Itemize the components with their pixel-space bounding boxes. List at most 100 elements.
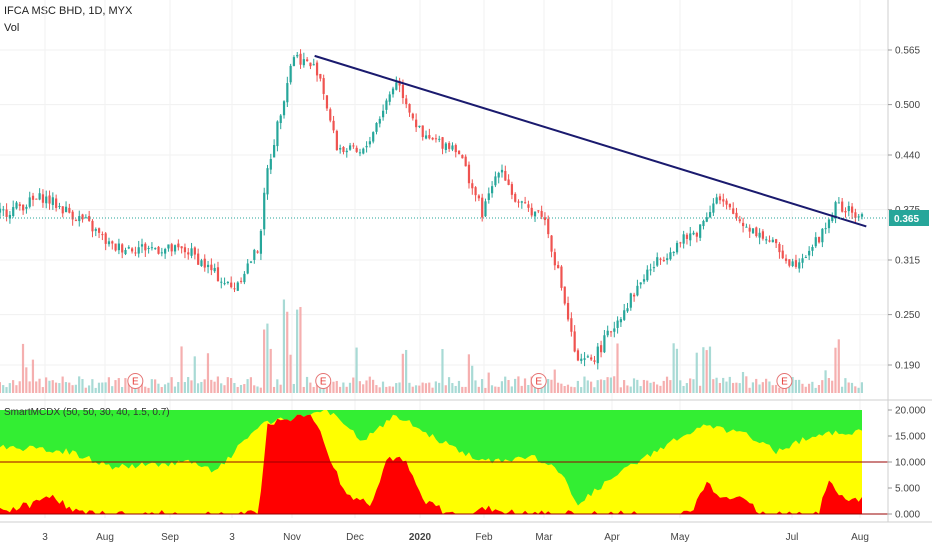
candle-body (639, 282, 642, 285)
volume-bar (814, 387, 817, 393)
candle-body (824, 228, 827, 230)
volume-bar (325, 387, 328, 393)
volume-bar (183, 382, 186, 393)
volume-bar (725, 381, 728, 393)
price-tick-label: 0.250 (895, 310, 920, 321)
volume-bar (477, 386, 480, 393)
candle-body (355, 147, 358, 152)
volume-bar (358, 381, 361, 393)
candle-body (121, 244, 124, 253)
candle-body (619, 319, 623, 323)
volume-bar (401, 353, 404, 393)
volume-bar (844, 378, 847, 393)
candle-body (771, 239, 774, 243)
earnings-marker[interactable] (530, 373, 547, 389)
volume-bar (665, 376, 669, 393)
earnings-marker[interactable] (315, 373, 332, 389)
candle-body (487, 193, 490, 200)
candle-body (259, 230, 263, 254)
candle-body (296, 54, 299, 57)
candle-body (705, 217, 708, 222)
candle-body (781, 250, 784, 259)
volume-bar (659, 385, 662, 393)
candle-body (94, 229, 97, 231)
volume-bar (728, 376, 731, 393)
candle-body (583, 358, 586, 360)
candle-body (97, 228, 101, 233)
candle-body (276, 121, 279, 147)
candle-body (662, 259, 665, 262)
volume-bar (603, 380, 606, 393)
candle-body (48, 195, 51, 204)
volume-bar (817, 385, 821, 393)
volume-bar (292, 383, 295, 393)
candle-body (58, 205, 61, 207)
candle-body (157, 246, 160, 254)
candle-body (695, 232, 698, 237)
candle-body (507, 179, 510, 185)
candle-body (55, 198, 58, 208)
volume-bar (765, 378, 768, 393)
candle-body (844, 211, 847, 213)
candle-body (477, 195, 480, 199)
volume-bar (375, 385, 378, 393)
volume-bar (345, 386, 348, 393)
time-tick-label: Jul (786, 532, 799, 543)
volume-bar (220, 383, 223, 393)
indicator-tick-label: 15.000 (895, 432, 926, 443)
candle-body (537, 210, 540, 212)
volume-bar (500, 381, 504, 393)
volume-bar (411, 386, 414, 393)
candle-body (533, 211, 537, 217)
volume-bar (137, 386, 140, 393)
earnings-marker[interactable] (127, 373, 144, 389)
volume-bar (860, 382, 863, 393)
candle-body (368, 141, 372, 145)
volume-bar (761, 382, 764, 393)
chart-title: IFCA MSC BHD, 1D, MYX (4, 5, 133, 17)
volume-bar (381, 381, 385, 393)
volume-bar (5, 387, 8, 393)
candle-body (88, 215, 91, 221)
volume-bar (827, 378, 830, 393)
candle-body (273, 145, 276, 158)
candle-body (243, 273, 246, 283)
volume-bar (12, 380, 15, 393)
candle-body (636, 285, 639, 296)
candle-body (599, 345, 603, 353)
price-tick-label: 0.440 (895, 151, 920, 162)
earnings-marker[interactable] (776, 373, 793, 389)
candle-body (81, 214, 84, 220)
candle-body (104, 233, 107, 244)
volume-bar (160, 387, 163, 393)
volume-bar (190, 380, 193, 393)
candle-body (540, 210, 543, 217)
volume-bar (362, 384, 365, 393)
candle-body (702, 220, 705, 227)
candle-body (5, 209, 8, 217)
earnings-marker-label: E (535, 377, 542, 388)
candle-body (107, 241, 111, 245)
candle-body (494, 176, 497, 186)
candle-body (137, 247, 140, 254)
time-tick-label: Apr (604, 532, 620, 543)
volume-bar (738, 383, 741, 393)
candle-body (794, 260, 798, 267)
volume-bar (626, 385, 629, 393)
volume-bar (573, 387, 576, 393)
candle-body (732, 208, 735, 214)
volume-bar (233, 382, 236, 393)
candle-body (689, 233, 692, 241)
candle-body (31, 195, 35, 200)
volume-bar (378, 387, 381, 393)
candle-body (68, 207, 71, 213)
volume-bar (791, 377, 794, 393)
candle-body (841, 201, 844, 212)
volume-bar (154, 379, 157, 393)
last-price-badge (889, 210, 929, 226)
volume-bar (731, 382, 735, 393)
volume-bar (203, 379, 206, 393)
candle-body (213, 267, 216, 272)
candle-body (144, 243, 147, 251)
candle-body (411, 113, 414, 119)
